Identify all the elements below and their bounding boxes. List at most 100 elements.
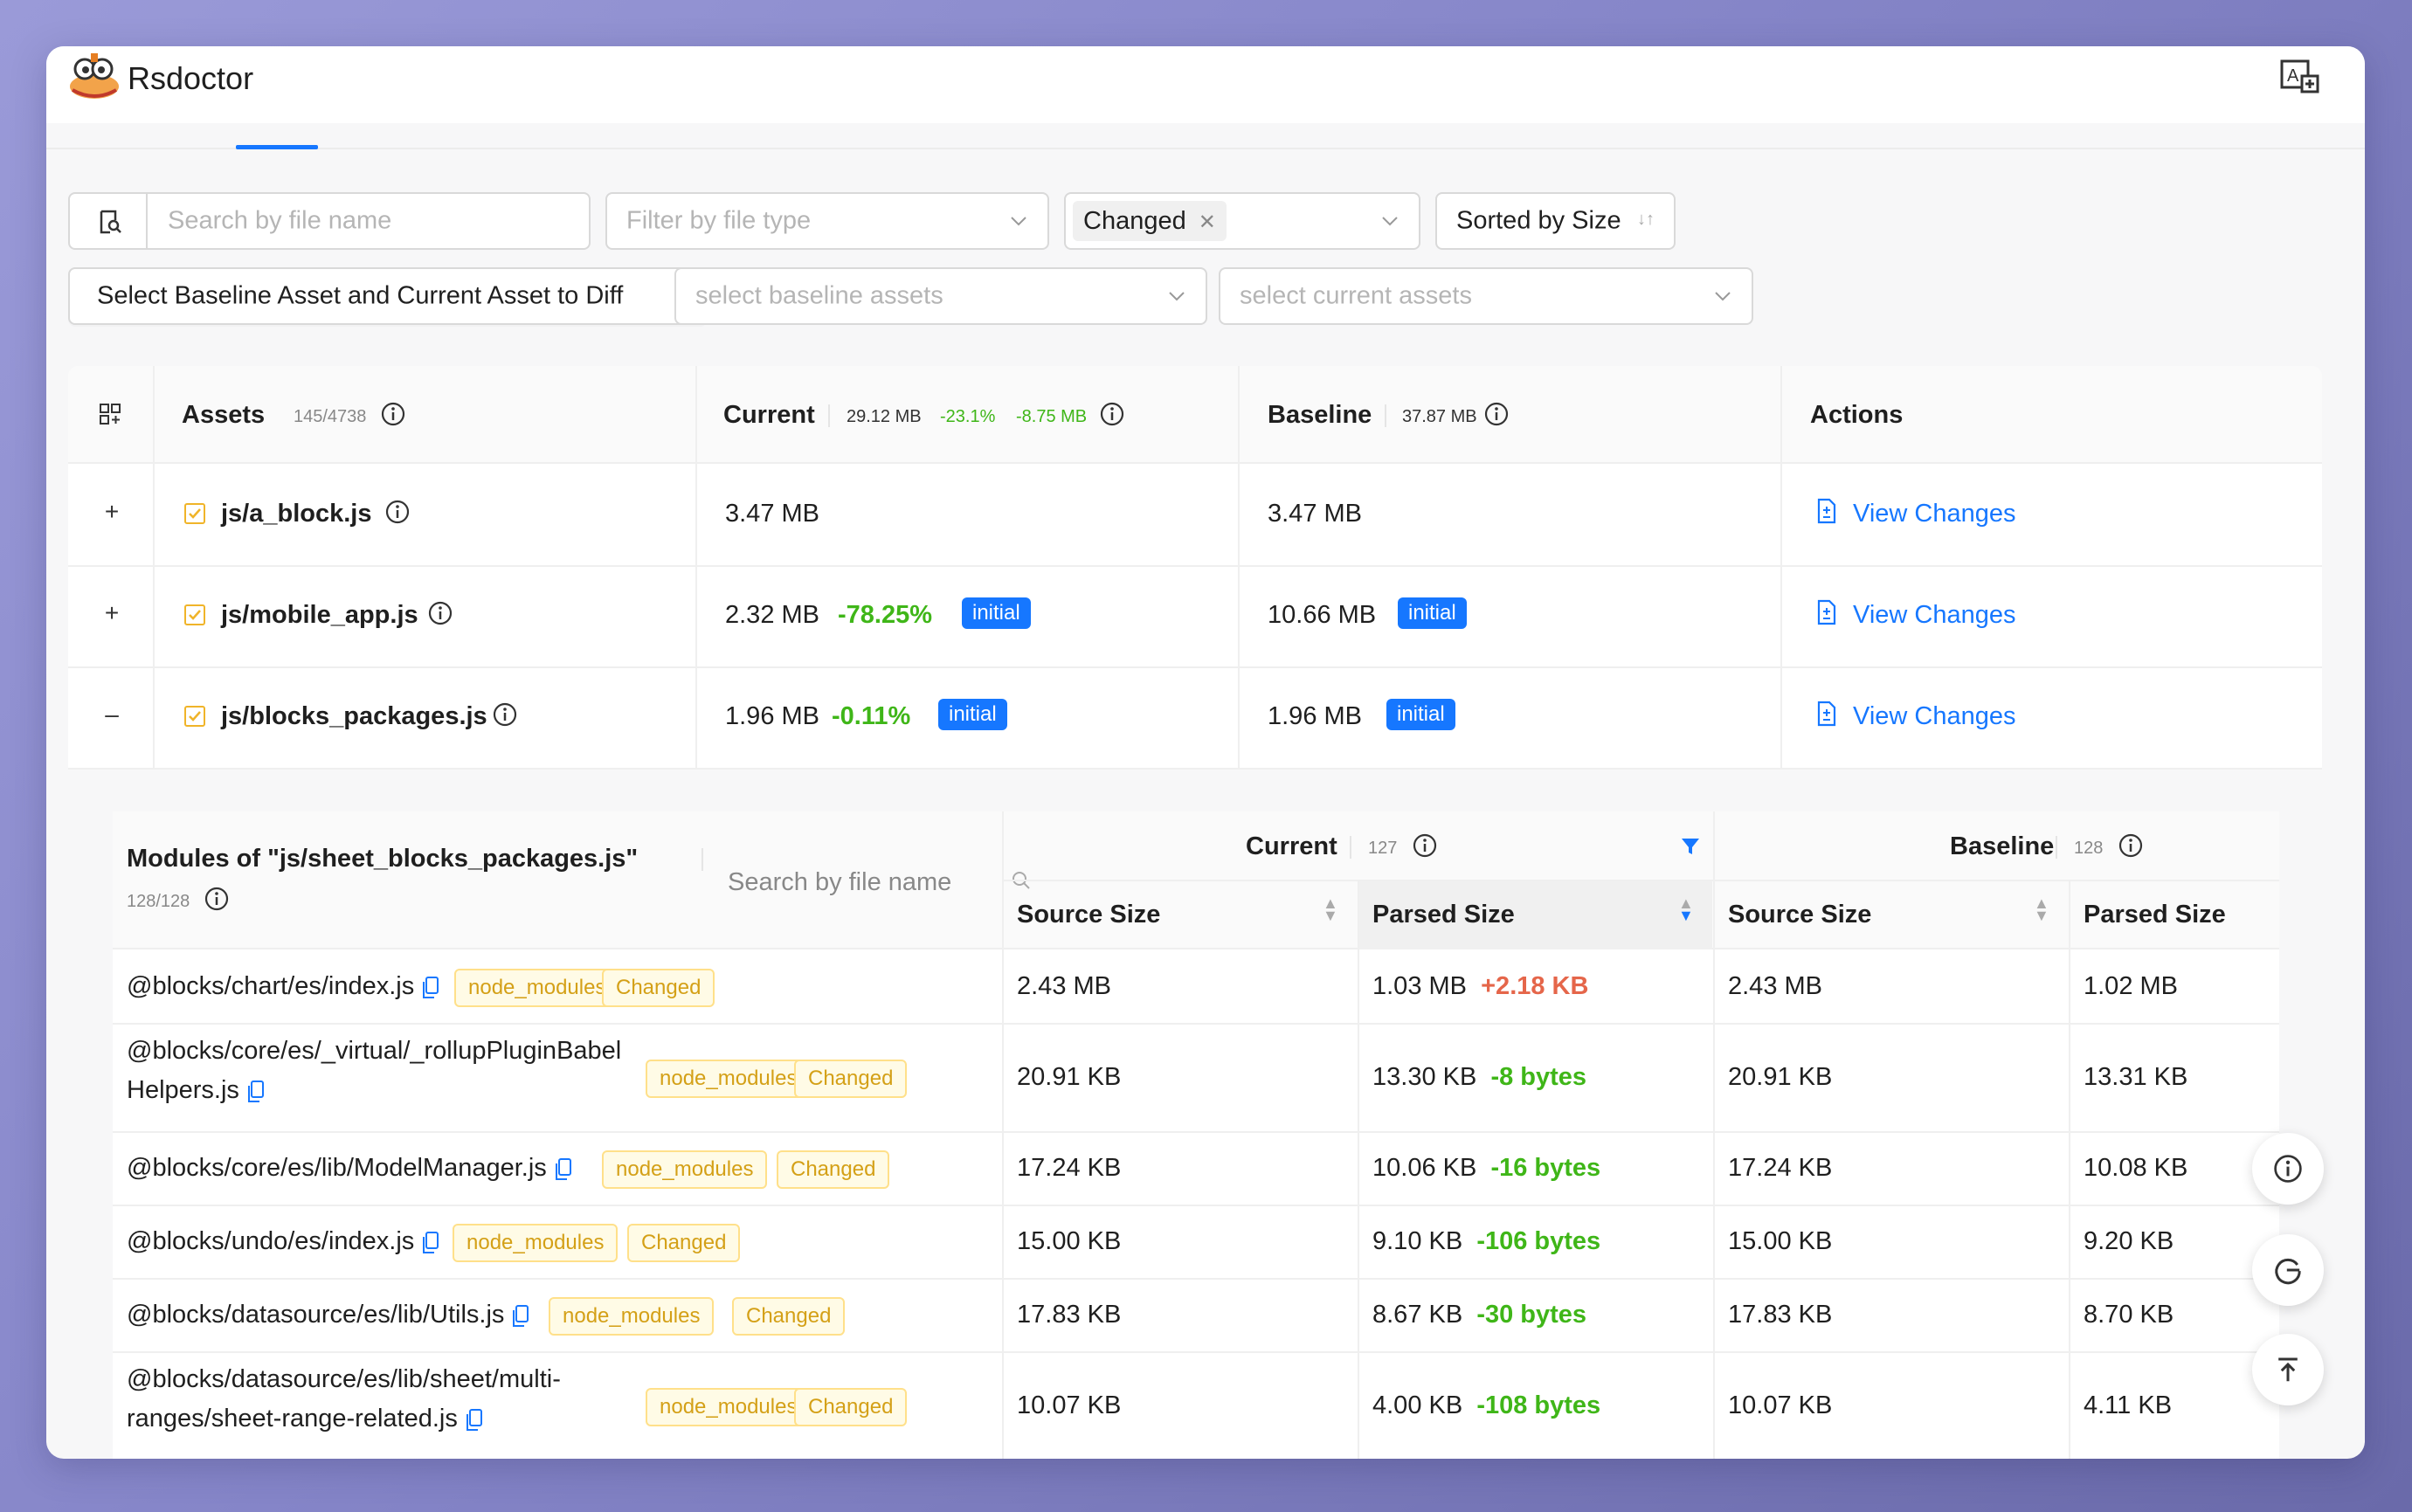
sort-icon[interactable]: ▲ ▼ — [1323, 894, 1338, 924]
sort-icon[interactable]: ▲ ▼ — [2034, 894, 2049, 924]
changed-tag-label: Changed — [1083, 207, 1186, 235]
expand-row-button[interactable]: + — [104, 599, 120, 626]
changed-filter-tag[interactable]: Changed ✕ — [1073, 201, 1227, 241]
module-search-input[interactable]: Search by file name — [728, 868, 952, 896]
module-name-continued[interactable]: ranges/sheet-range-related.js — [127, 1405, 458, 1433]
header-separator — [1385, 404, 1386, 427]
info-icon[interactable] — [492, 701, 518, 728]
translate-icon[interactable]: A — [2279, 59, 2321, 97]
modules-baseline-count: 128 — [2074, 839, 2104, 858]
baseline-parsed-size-header[interactable]: Parsed Size — [2084, 901, 2226, 929]
sort-icon[interactable]: ▲ ▼ — [1678, 894, 1694, 924]
current-source-size-header[interactable]: Source Size — [1017, 901, 1161, 929]
module-name[interactable]: @blocks/undo/es/index.js — [127, 1227, 415, 1255]
file-type-select[interactable]: Filter by file type — [605, 192, 1049, 250]
node-modules-tag: node_modules — [453, 1224, 619, 1262]
info-icon[interactable] — [204, 886, 230, 912]
view-changes-link[interactable]: View Changes — [1853, 601, 2016, 629]
search-icon[interactable] — [1011, 870, 1032, 891]
module-name-continued[interactable]: Helpers.js — [127, 1076, 239, 1104]
baseline-parsed-size: 10.08 KB — [2084, 1154, 2188, 1182]
active-tab-indicator[interactable] — [236, 145, 318, 149]
file-diff-icon[interactable] — [1815, 497, 1838, 525]
top-bar: Rsdoctor A — [46, 46, 2365, 123]
baseline-source-size-header[interactable]: Source Size — [1728, 901, 1872, 929]
column-divider — [1780, 366, 1782, 768]
column-divider — [695, 366, 697, 768]
current-source-size: 15.00 KB — [1017, 1227, 1122, 1255]
changed-tag: Changed — [732, 1297, 846, 1336]
checkbox-icon[interactable] — [184, 604, 205, 625]
changed-tag: Changed — [602, 969, 715, 1007]
diff-assets-button[interactable]: Select Baseline Asset and Current Asset … — [68, 267, 708, 325]
column-divider — [1238, 366, 1240, 768]
copy-icon[interactable] — [246, 1080, 266, 1104]
copy-icon[interactable] — [511, 1304, 530, 1329]
copy-icon[interactable] — [421, 1231, 440, 1255]
modules-title: Modules of "js/sheet_blocks_packages.js" — [127, 845, 639, 873]
modules-current-count: 127 — [1368, 839, 1398, 858]
remove-tag-icon[interactable]: ✕ — [1198, 211, 1216, 234]
info-icon[interactable] — [2118, 832, 2144, 859]
checkbox-icon[interactable] — [184, 503, 205, 524]
current-parsed-size: 1.03 MB +2.18 KB — [1372, 972, 1588, 1001]
copy-icon[interactable] — [465, 1408, 484, 1433]
copy-icon[interactable] — [554, 1157, 573, 1182]
module-row: @blocks/undo/es/index.js node_modules Ch… — [113, 1206, 2279, 1280]
current-parsed-size-header[interactable]: Parsed Size — [1372, 901, 1515, 929]
info-icon[interactable] — [1099, 401, 1125, 427]
info-icon[interactable] — [1483, 401, 1510, 427]
module-name[interactable]: @blocks/datasource/es/lib/sheet/multi- — [127, 1365, 561, 1393]
column-settings-icon[interactable] — [99, 403, 121, 425]
checkbox-icon[interactable] — [184, 706, 205, 727]
info-icon — [2274, 1155, 2302, 1183]
asset-name[interactable]: js/a_block.js — [221, 500, 372, 528]
module-name[interactable]: @blocks/datasource/es/lib/Utils.js — [127, 1301, 505, 1329]
expanded-row-panel: Modules of "js/sheet_blocks_packages.js"… — [68, 770, 2322, 1459]
baseline-source-size: 17.83 KB — [1728, 1301, 1833, 1329]
module-name[interactable]: @blocks/core/es/_virtual/_rollupPluginBa… — [127, 1037, 622, 1065]
view-changes-link[interactable]: View Changes — [1853, 500, 2016, 528]
info-float-button[interactable] — [2252, 1133, 2324, 1205]
filter-icon[interactable] — [1680, 836, 1701, 857]
changed-tag: Changed — [777, 1150, 890, 1189]
asset-name[interactable]: js/mobile_app.js — [221, 601, 418, 629]
module-name[interactable]: @blocks/chart/es/index.js — [127, 972, 415, 1000]
current-size: 1.96 MB — [725, 702, 819, 730]
current-size: 3.47 MB — [725, 500, 819, 528]
module-row: @blocks/datasource/es/lib/sheet/multi- r… — [113, 1353, 2279, 1459]
expand-row-button[interactable]: + — [104, 498, 120, 525]
sort-button[interactable]: Sorted by Size ↓↑ — [1435, 192, 1676, 250]
current-size: 2.32 MB — [725, 601, 819, 629]
collapse-row-button[interactable]: – — [105, 701, 119, 728]
file-diff-icon[interactable] — [1815, 598, 1838, 626]
current-assets-select[interactable]: select current assets — [1219, 267, 1753, 325]
current-source-size: 2.43 MB — [1017, 972, 1111, 1000]
assets-header: Assets — [182, 401, 266, 429]
current-source-size: 10.07 KB — [1017, 1391, 1122, 1419]
back-to-top-button[interactable] — [2252, 1334, 2324, 1405]
info-icon[interactable] — [1412, 832, 1438, 859]
copy-icon[interactable] — [421, 976, 440, 1000]
current-placeholder: select current assets — [1240, 281, 1472, 310]
baseline-header: Baseline — [1268, 401, 1372, 429]
info-icon[interactable] — [427, 600, 453, 626]
search-placeholder: Search by file name — [168, 206, 392, 235]
info-icon[interactable] — [380, 401, 406, 427]
assets-table-header: Assets 145/4738 Current 29.12 MB -23.1% … — [68, 366, 2322, 464]
assets-count: 145/4738 — [294, 407, 367, 426]
view-changes-link[interactable]: View Changes — [1853, 702, 2016, 730]
current-parsed-value: 10.06 KB — [1372, 1154, 1477, 1182]
modules-count: 128/128 — [127, 892, 190, 911]
change-filter-select[interactable]: Changed ✕ — [1064, 192, 1420, 250]
baseline-assets-select[interactable]: select baseline assets — [674, 267, 1207, 325]
asset-name[interactable]: js/blocks_packages.js — [221, 702, 487, 730]
search-input[interactable]: Search by file name — [68, 192, 591, 250]
file-diff-icon[interactable] — [1815, 700, 1838, 728]
column-divider — [1713, 811, 1715, 1459]
refresh-float-button[interactable] — [2252, 1234, 2324, 1306]
search-prefix — [70, 194, 148, 248]
module-name[interactable]: @blocks/core/es/lib/ModelManager.js — [127, 1154, 547, 1182]
column-divider — [153, 366, 155, 768]
info-icon[interactable] — [384, 499, 411, 525]
